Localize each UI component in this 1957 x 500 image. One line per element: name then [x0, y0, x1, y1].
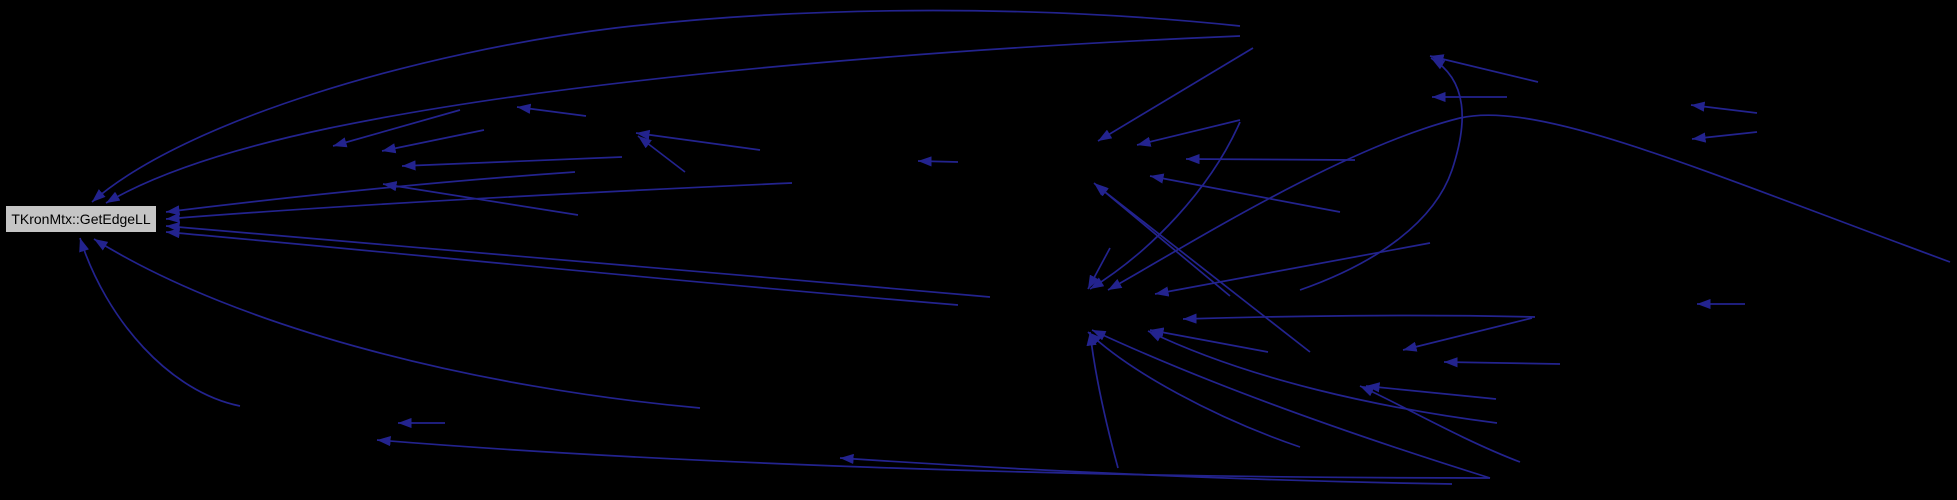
- call-edge: [1087, 331, 1301, 448]
- call-edge: [1691, 131, 1758, 143]
- call-edge: [637, 135, 686, 173]
- node-box-tkronmtx-getedgell[interactable]: TKronMtx::GetEdgeLL: [5, 205, 157, 233]
- call-edge: [516, 103, 587, 117]
- call-edge: [1094, 183, 1311, 353]
- call-edge: [332, 109, 461, 148]
- call-edge: [1086, 331, 1119, 469]
- call-edge: [165, 221, 991, 298]
- call-edge: [1182, 313, 1536, 324]
- call-edge: [1136, 119, 1241, 147]
- call-edge: [1443, 357, 1561, 368]
- call-edge: [1690, 101, 1758, 114]
- call-edge: [1402, 317, 1533, 352]
- call-edge: [165, 228, 959, 306]
- call-edge: [1091, 329, 1491, 479]
- call-edge: [165, 171, 576, 216]
- call-edge: [382, 181, 579, 216]
- call-edge: [1149, 327, 1269, 353]
- call-edge: [1185, 153, 1356, 165]
- call-edge: [401, 156, 623, 171]
- call-edge: [1147, 330, 1498, 424]
- call-edge: [1149, 173, 1341, 213]
- call-edge: [1093, 182, 1231, 297]
- node-label: TKronMtx::GetEdgeLL: [11, 211, 151, 227]
- call-edge: [1089, 121, 1241, 290]
- call-edge: [1365, 382, 1497, 400]
- call-edge: [91, 9, 1241, 203]
- call-edge: [1299, 57, 1463, 291]
- call-edge: [839, 453, 1453, 485]
- call-edge: [165, 182, 793, 224]
- call-edge: [1107, 114, 1951, 291]
- call-edge: [635, 129, 761, 151]
- edge-group: [79, 9, 1951, 485]
- call-edge: [376, 436, 1491, 479]
- call-edge: [1429, 54, 1539, 83]
- call-edge: [1097, 47, 1254, 142]
- call-edge: [79, 237, 241, 407]
- call-edge: [917, 156, 959, 167]
- call-edge: [105, 35, 1241, 204]
- call-edge: [381, 129, 485, 154]
- call-edge: [93, 238, 701, 409]
- call-edge: [1154, 242, 1431, 297]
- call-edge: [1359, 385, 1521, 463]
